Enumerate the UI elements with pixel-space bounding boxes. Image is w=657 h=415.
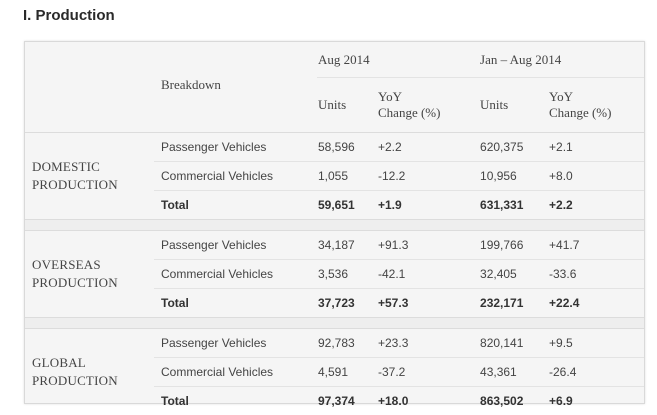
group-separator <box>25 220 644 231</box>
ytd-yoy-header-line1: YoY <box>549 89 644 105</box>
row-label: Total <box>154 387 317 415</box>
aug-units-cell: 1,055 <box>317 162 378 191</box>
production-table-panel: Breakdown Aug 2014 Jan – Aug 2014 Units … <box>24 41 645 404</box>
group-label-line2: PRODUCTION <box>32 372 154 390</box>
aug-units-cell: 37,723 <box>317 289 378 318</box>
group-label-line1: OVERSEAS <box>32 256 154 274</box>
group-label-line2: PRODUCTION <box>32 274 154 292</box>
aug-yoy-header-line1: YoY <box>378 89 480 105</box>
ytd-units-cell: 232,171 <box>480 289 549 318</box>
group-label-line2: PRODUCTION <box>32 176 154 194</box>
aug-units-cell: 92,783 <box>317 329 378 358</box>
ytd-yoy-header-line2: Change (%) <box>549 105 644 121</box>
ytd-units-header: Units <box>480 78 549 133</box>
ytd-yoy-cell: +8.0 <box>549 162 644 191</box>
ytd-yoy-cell: +22.4 <box>549 289 644 318</box>
aug-yoy-cell: +91.3 <box>378 231 480 260</box>
aug-units-header: Units <box>317 78 378 133</box>
aug-yoy-cell: +57.3 <box>378 289 480 318</box>
period-header-ytd: Jan – Aug 2014 <box>480 42 644 78</box>
group-separator-cell <box>25 220 644 231</box>
breakdown-header: Breakdown <box>154 42 317 133</box>
ytd-units-cell: 43,361 <box>480 358 549 387</box>
ytd-yoy-cell: +6.9 <box>549 387 644 415</box>
aug-units-cell: 4,591 <box>317 358 378 387</box>
row-label: Passenger Vehicles <box>154 329 317 358</box>
ytd-units-cell: 32,405 <box>480 260 549 289</box>
row-label: Commercial Vehicles <box>154 162 317 191</box>
ytd-units-cell: 863,502 <box>480 387 549 415</box>
ytd-units-cell: 631,331 <box>480 191 549 220</box>
aug-yoy-cell: +2.2 <box>378 133 480 162</box>
group-label-line1: DOMESTIC <box>32 158 154 176</box>
group-label-line1: GLOBAL <box>32 354 154 372</box>
ytd-yoy-cell: -26.4 <box>549 358 644 387</box>
aug-yoy-header-line2: Change (%) <box>378 105 480 121</box>
aug-yoy-cell: +1.9 <box>378 191 480 220</box>
ytd-units-cell: 620,375 <box>480 133 549 162</box>
aug-units-cell: 59,651 <box>317 191 378 220</box>
period-header-aug: Aug 2014 <box>317 42 480 78</box>
aug-units-cell: 58,596 <box>317 133 378 162</box>
row-label: Total <box>154 191 317 220</box>
aug-yoy-cell: -37.2 <box>378 358 480 387</box>
aug-units-cell: 97,374 <box>317 387 378 415</box>
ytd-units-cell: 10,956 <box>480 162 549 191</box>
row-label: Commercial Vehicles <box>154 358 317 387</box>
production-table: Breakdown Aug 2014 Jan – Aug 2014 Units … <box>25 42 644 415</box>
ytd-yoy-header: YoY Change (%) <box>549 78 644 133</box>
ytd-yoy-cell: -33.6 <box>549 260 644 289</box>
group-separator-cell <box>25 318 644 329</box>
aug-yoy-cell: +18.0 <box>378 387 480 415</box>
ytd-units-cell: 199,766 <box>480 231 549 260</box>
row-label: Passenger Vehicles <box>154 133 317 162</box>
row-label: Commercial Vehicles <box>154 260 317 289</box>
aug-yoy-header: YoY Change (%) <box>378 78 480 133</box>
section-title: I. Production <box>23 7 115 24</box>
row-label: Total <box>154 289 317 318</box>
ytd-yoy-cell: +2.2 <box>549 191 644 220</box>
corner-cell <box>25 42 154 133</box>
aug-yoy-cell: -42.1 <box>378 260 480 289</box>
ytd-yoy-cell: +41.7 <box>549 231 644 260</box>
group-separator <box>25 318 644 329</box>
row-label: Passenger Vehicles <box>154 231 317 260</box>
aug-units-cell: 3,536 <box>317 260 378 289</box>
ytd-yoy-cell: +9.5 <box>549 329 644 358</box>
ytd-yoy-cell: +2.1 <box>549 133 644 162</box>
aug-units-cell: 34,187 <box>317 231 378 260</box>
aug-yoy-cell: -12.2 <box>378 162 480 191</box>
ytd-units-cell: 820,141 <box>480 329 549 358</box>
aug-yoy-cell: +23.3 <box>378 329 480 358</box>
